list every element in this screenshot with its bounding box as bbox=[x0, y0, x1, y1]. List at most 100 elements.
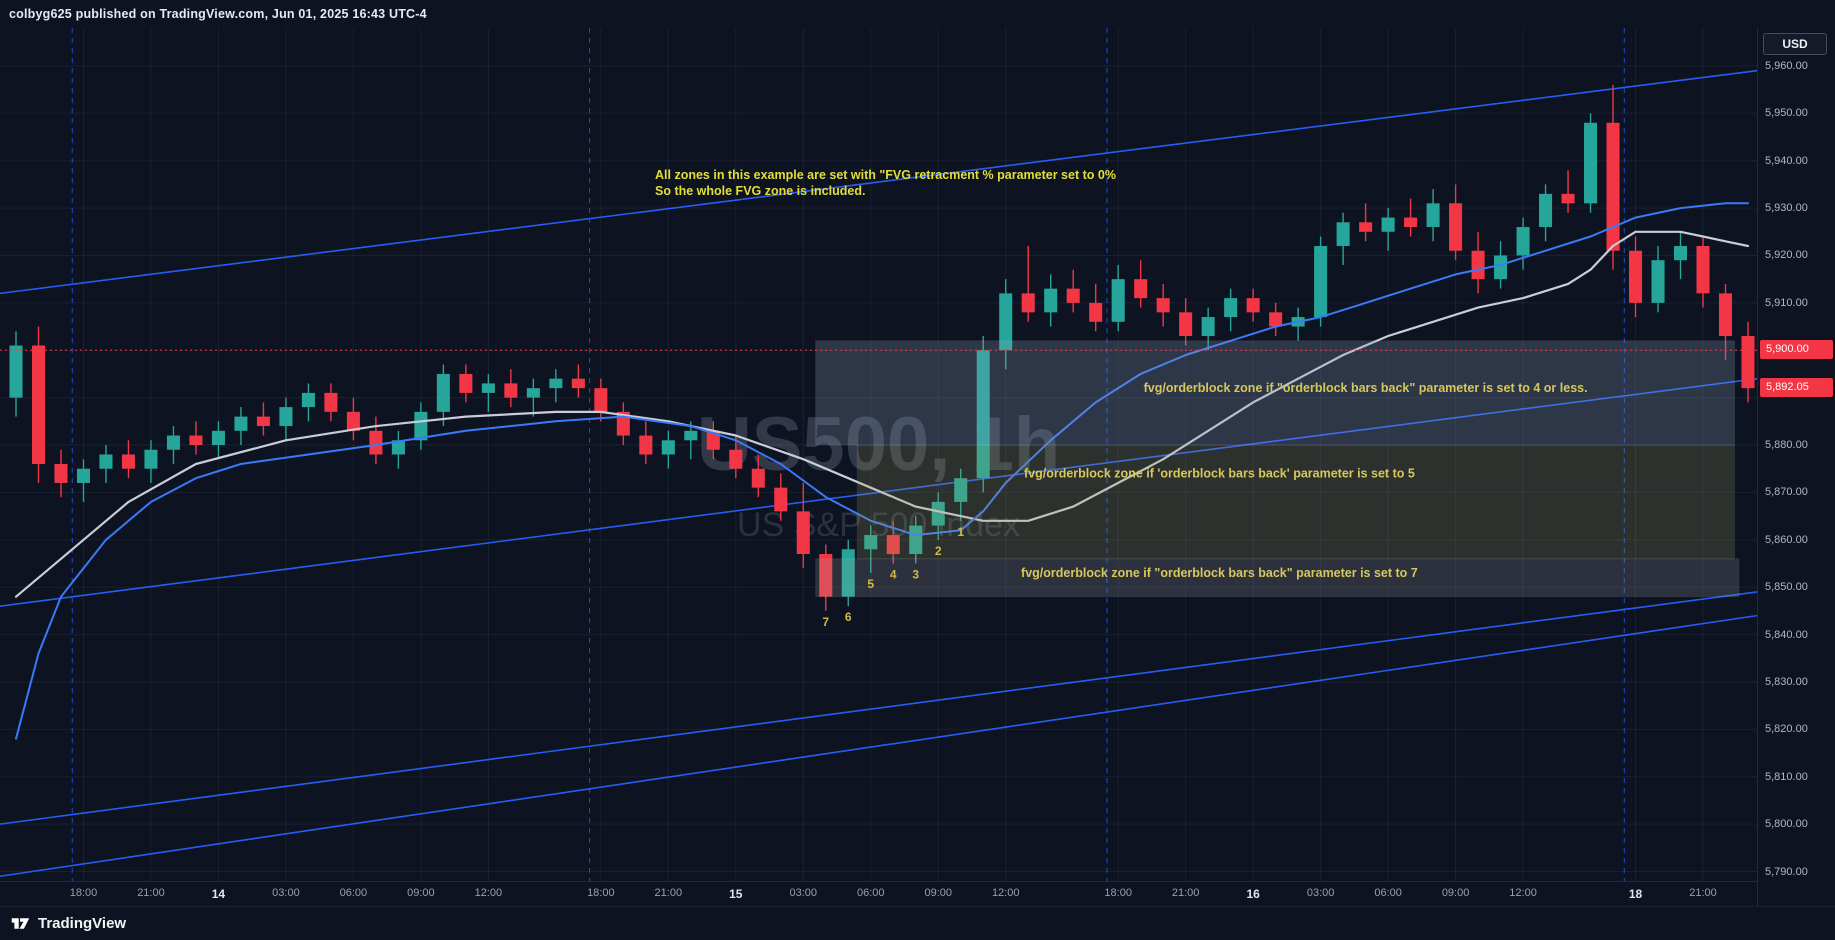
current-price-tag: 5,892.05 bbox=[1760, 377, 1833, 397]
candle-body bbox=[414, 411, 428, 441]
price-tick-label: 5,940.00 bbox=[1765, 154, 1808, 167]
candle-body bbox=[1471, 250, 1485, 280]
candle-body bbox=[1449, 203, 1463, 251]
candle-body bbox=[909, 525, 923, 555]
candle-body bbox=[324, 392, 338, 412]
candle-body bbox=[1561, 193, 1575, 204]
ma-line-blue bbox=[15, 202, 1749, 740]
time-tick-day-label: 15 bbox=[729, 887, 743, 901]
candle-body bbox=[1539, 193, 1553, 228]
candle-body bbox=[774, 487, 788, 512]
time-tick-label: 06:00 bbox=[856, 887, 885, 899]
candle-body bbox=[189, 435, 203, 446]
candle-body bbox=[31, 345, 46, 464]
bar-count-label: 5 bbox=[867, 577, 874, 591]
price-tick-label: 5,860.00 bbox=[1765, 533, 1808, 546]
trend-line-channel-lower-a[interactable] bbox=[0, 591, 1757, 825]
price-tick-label: 5,920.00 bbox=[1765, 249, 1808, 262]
candle-body bbox=[1741, 336, 1755, 389]
candle-body bbox=[796, 511, 810, 555]
candle-body bbox=[886, 535, 900, 555]
time-tick-label: 06:00 bbox=[339, 887, 368, 899]
candle-body bbox=[751, 468, 765, 488]
watermark-description: US S&P 500 Index bbox=[737, 506, 1020, 544]
candle-body bbox=[166, 435, 180, 450]
price-tick-label: 5,870.00 bbox=[1765, 486, 1808, 499]
candle-body bbox=[1651, 260, 1665, 303]
zone-7[interactable] bbox=[815, 558, 1740, 598]
trend-line-channel-upper[interactable] bbox=[0, 69, 1757, 295]
bar-count-label: 3 bbox=[912, 567, 919, 581]
attribution-text: colbyg625 published on TradingView.com, … bbox=[9, 7, 427, 21]
attribution-bar: colbyg625 published on TradingView.com, … bbox=[0, 0, 1835, 28]
trend-line-channel-lower-b[interactable] bbox=[0, 614, 1757, 878]
zone-5[interactable] bbox=[856, 444, 1736, 560]
zone-7-label: fvg/orderblock zone if "orderblock bars … bbox=[1021, 566, 1418, 580]
candle-body bbox=[1066, 288, 1080, 303]
candle-body bbox=[144, 449, 158, 469]
bar-count-label: 4 bbox=[890, 567, 897, 581]
candle-body bbox=[1718, 293, 1733, 337]
ma-line-white bbox=[14, 230, 1750, 598]
time-tick-label: 09:00 bbox=[1441, 887, 1470, 899]
chart-canvas[interactable]: US500, 1hUS S&P 500 Indexfvg/orderblock … bbox=[0, 28, 1757, 881]
time-axis[interactable]: 18:00 21:00 14 03:00 06:00 09:00 12:00 18:00 21:… bbox=[0, 881, 1757, 906]
alert-price-tag: 5,900.00 bbox=[1760, 340, 1833, 360]
candle-body bbox=[1246, 298, 1260, 313]
candle-body bbox=[1179, 312, 1193, 337]
candle-body bbox=[436, 373, 450, 412]
price-tick-label: 5,950.00 bbox=[1765, 107, 1808, 120]
candle-body bbox=[1224, 298, 1238, 318]
candle-body bbox=[594, 388, 608, 412]
trend-line-channel-mid[interactable] bbox=[0, 377, 1757, 607]
candle-body bbox=[1381, 217, 1395, 232]
candle-body bbox=[279, 407, 293, 427]
zone-4-or-less[interactable] bbox=[815, 340, 1736, 446]
candle-body bbox=[1629, 250, 1643, 303]
candle-body bbox=[1494, 255, 1508, 280]
time-tick-label: 21:00 bbox=[654, 887, 683, 899]
tradingview-logo-icon[interactable] bbox=[10, 913, 31, 934]
time-tick-day-label: 14 bbox=[211, 887, 226, 901]
candle-body bbox=[661, 440, 675, 455]
price-tick-label: 5,850.00 bbox=[1765, 581, 1808, 594]
tradingview-brand[interactable]: TradingView bbox=[38, 915, 127, 932]
candle-body bbox=[234, 416, 248, 431]
candle-body bbox=[211, 430, 225, 446]
price-tick-label: 5,810.00 bbox=[1765, 770, 1808, 783]
candle-body bbox=[1314, 245, 1328, 318]
time-tick-label: 12:00 bbox=[991, 887, 1020, 899]
time-tick-day-label: 18 bbox=[1628, 887, 1643, 901]
annotation-line1: All zones in this example are set with "… bbox=[655, 168, 1116, 182]
time-tick-label: 03:00 bbox=[789, 887, 818, 899]
candle-body bbox=[301, 392, 315, 408]
time-tick-label: 03:00 bbox=[272, 887, 300, 899]
price-tick-label: 5,960.00 bbox=[1765, 59, 1808, 72]
chart-pane[interactable]: US500, 1hUS S&P 500 Indexfvg/orderblock … bbox=[0, 28, 1757, 881]
candle-body bbox=[571, 378, 585, 389]
candle-body bbox=[1516, 227, 1530, 256]
candle-body bbox=[504, 383, 518, 398]
price-axis[interactable]: USD 5,960.00 5,950.00 5,940.00 5,930.00 5,92… bbox=[1757, 28, 1835, 906]
candle-body bbox=[1021, 293, 1035, 313]
bar-count-label: 1 bbox=[957, 525, 964, 539]
candle-body bbox=[1156, 298, 1170, 313]
candle-body bbox=[369, 430, 383, 455]
time-tick-label: 18:00 bbox=[587, 887, 615, 899]
currency-button[interactable]: USD bbox=[1763, 33, 1827, 55]
candle-body bbox=[346, 411, 360, 431]
price-tick-label: 5,820.00 bbox=[1765, 723, 1808, 736]
candle-body bbox=[1111, 279, 1125, 322]
time-tick-day-label: 16 bbox=[1246, 887, 1260, 901]
time-tick-label: 21:00 bbox=[1171, 887, 1200, 899]
candle-body bbox=[76, 468, 91, 483]
candle-body bbox=[1426, 203, 1440, 228]
price-tick-label: 5,930.00 bbox=[1765, 202, 1808, 215]
price-tick-label: 5,790.00 bbox=[1765, 865, 1808, 878]
candle-body bbox=[684, 430, 698, 441]
time-tick-label: 06:00 bbox=[1374, 887, 1402, 899]
candle-body bbox=[1269, 312, 1283, 327]
candle-body bbox=[819, 554, 833, 597]
candle-body bbox=[706, 430, 720, 450]
